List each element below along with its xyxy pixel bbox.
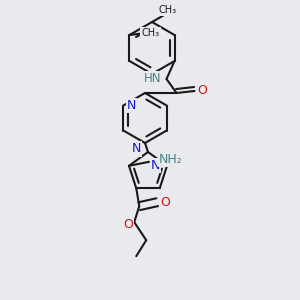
Text: O: O — [198, 85, 208, 98]
Text: NH₂: NH₂ — [159, 153, 183, 166]
Text: N: N — [151, 159, 160, 172]
Text: HN: HN — [144, 73, 161, 85]
Text: O: O — [160, 196, 170, 209]
Text: N: N — [132, 142, 141, 155]
Text: N: N — [127, 99, 136, 112]
Text: O: O — [123, 218, 133, 231]
Text: CH₃: CH₃ — [159, 5, 177, 15]
Text: CH₃: CH₃ — [141, 28, 160, 38]
